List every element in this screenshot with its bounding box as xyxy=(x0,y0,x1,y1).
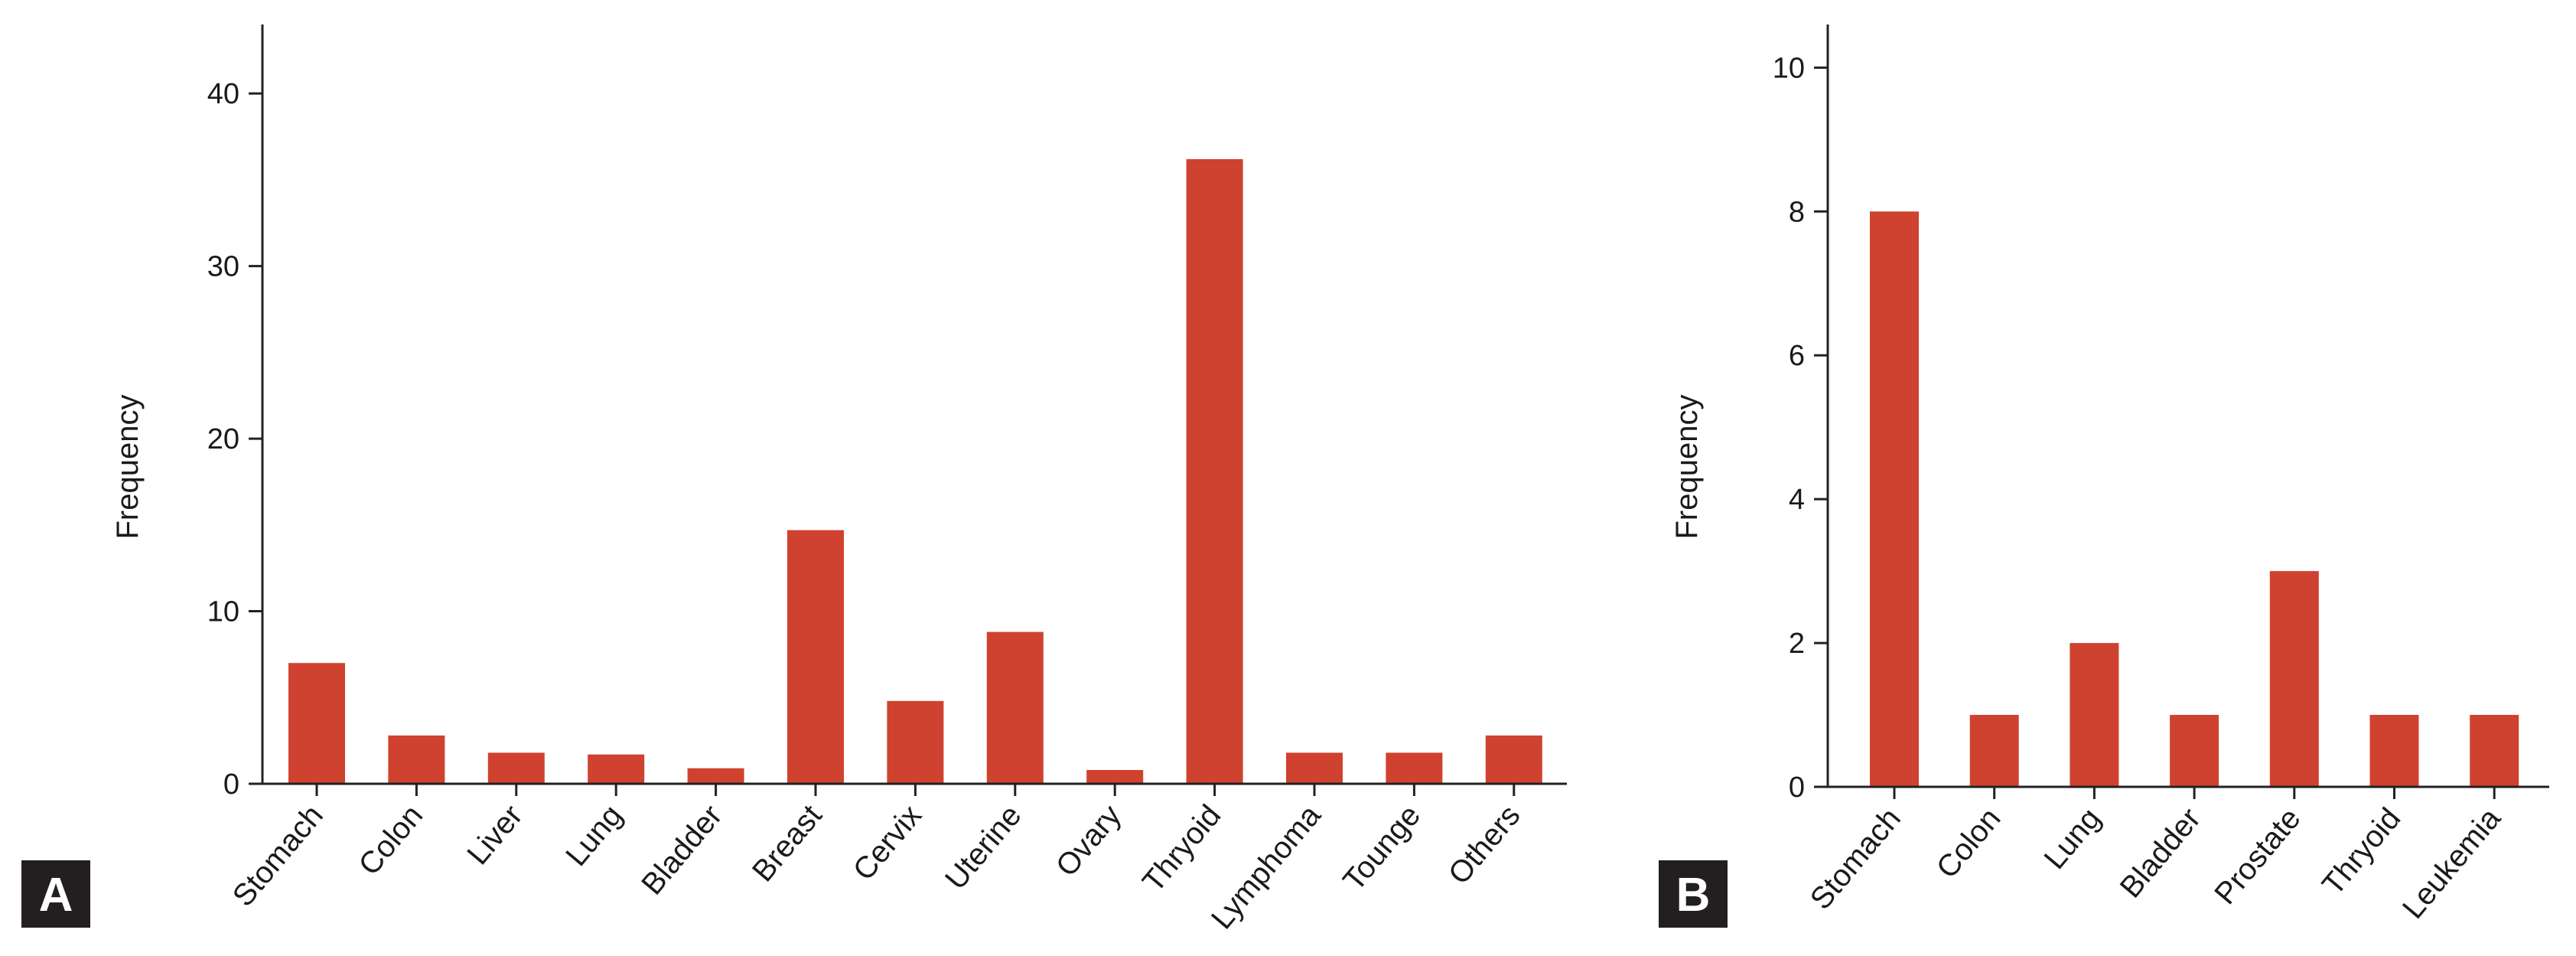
panel-a-bar-uterine xyxy=(986,631,1044,784)
panel-b-y-tick-label: 10 xyxy=(1773,52,1805,84)
panel-a-bar-cervix xyxy=(887,700,944,784)
panel-b-label: B xyxy=(1676,869,1711,922)
panel-b-label-badge xyxy=(1659,860,1728,928)
panel-a-category-label: Cervix xyxy=(847,799,929,887)
panel-a-category-label: Bladder xyxy=(635,799,728,902)
panel-a-y-tick-label: 40 xyxy=(207,78,239,110)
panel-b-category-label: Thryoid xyxy=(2316,802,2407,902)
panel-a-label: A xyxy=(39,869,73,922)
panel-a-bar-liver xyxy=(487,752,545,784)
panel-b-bar-lung xyxy=(2070,643,2119,787)
panel-b-bar-prostate xyxy=(2269,571,2319,787)
panel-a-label-badge xyxy=(21,860,90,928)
panel-b-bar-stomach xyxy=(1870,211,1919,787)
panel-a-bar-thryoid xyxy=(1186,158,1243,784)
panel-b-y-axis-title: Frequency xyxy=(1670,395,1704,540)
panel-a-bar-stomach xyxy=(288,663,345,784)
panel-a-category-label: Ovary xyxy=(1050,799,1128,883)
panel-b-category-label: Prostate xyxy=(2208,802,2307,911)
panel-a-bar-tounge xyxy=(1386,752,1443,784)
panel-b-y-tick-label: 4 xyxy=(1789,484,1805,516)
panel-b-y-tick-label: 6 xyxy=(1789,340,1805,372)
panel-a-bar-bladder xyxy=(687,768,744,784)
panel-b-y-tick-label: 8 xyxy=(1789,196,1805,228)
panel-b-bar-bladder xyxy=(2170,715,2219,787)
panel-b-bar-colon xyxy=(1969,715,2019,787)
panel-a-y-axis-title: Frequency xyxy=(111,395,145,540)
panel-a-category-label: Tounge xyxy=(1337,799,1427,898)
panel-b-category-label: Leukemia xyxy=(2396,801,2508,925)
chart-panel-a: 0 10 20 30 40 Stomach Colon Liver Lung Bladder Bre… xyxy=(21,24,1567,935)
panel-b-bar-thryoid xyxy=(2369,715,2419,787)
panel-a-category-label: Uterine xyxy=(939,799,1028,896)
panel-b-category-label: Bladder xyxy=(2114,802,2207,905)
panel-a-category-label: Lung xyxy=(559,799,629,873)
panel-a-bar-lung xyxy=(588,754,645,784)
panel-a-bar-colon xyxy=(388,735,445,784)
panel-b-category-label: Stomach xyxy=(1804,802,1907,916)
panel-a-y-tick-label: 30 xyxy=(207,251,239,283)
panel-b-y-tick-label: 0 xyxy=(1789,772,1805,804)
panel-b-category-label: Colon xyxy=(1930,802,2008,885)
panel-a-category-label: Thryoid xyxy=(1136,799,1227,899)
panel-a-category-label: Breast xyxy=(746,799,829,889)
panel-a-y-tick-label: 10 xyxy=(207,596,239,628)
panel-a-y-tick-label: 20 xyxy=(207,423,239,455)
panel-a-bar-lymphoma xyxy=(1286,752,1343,784)
panel-a-bar-breast xyxy=(787,530,844,784)
panel-a-y-tick-label: 0 xyxy=(223,768,239,801)
panel-a-category-label: Stomach xyxy=(226,799,330,913)
chart-panel-b: 0 2 4 6 8 10 Stomach Colon Lung Bladder Prostate Th… xyxy=(1659,24,2549,928)
panel-b-bar-leukemia xyxy=(2470,715,2519,787)
panel-a-category-label: Colon xyxy=(352,799,429,882)
panel-a-category-label: Others xyxy=(1442,799,1527,891)
panel-b-y-tick-label: 2 xyxy=(1789,628,1805,660)
panel-a-bar-others xyxy=(1485,735,1542,784)
panel-a-category-label: Liver xyxy=(461,799,529,872)
panel-a-bar-ovary xyxy=(1086,770,1144,784)
panel-b-category-label: Lung xyxy=(2037,802,2107,876)
